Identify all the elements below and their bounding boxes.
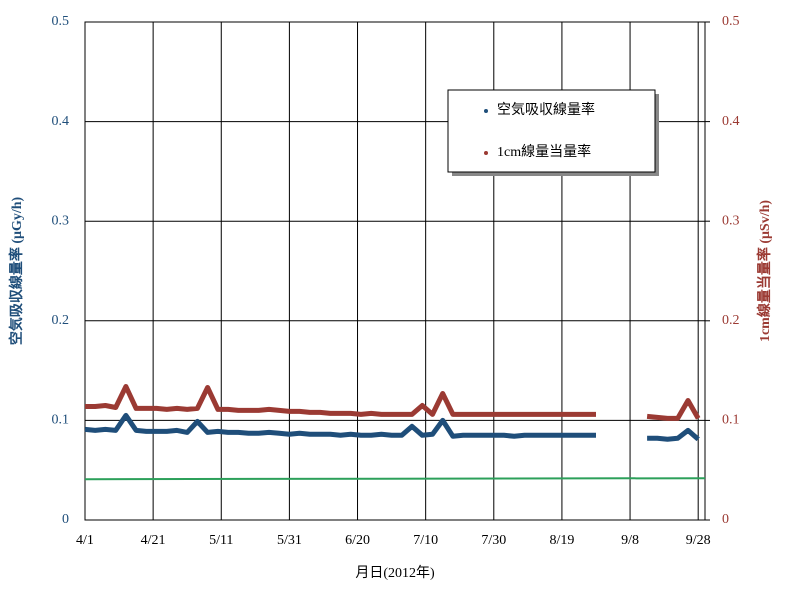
legend-marker bbox=[484, 151, 488, 155]
y2-tick-label: 0.2 bbox=[722, 313, 740, 328]
x-tick-label: 9/8 bbox=[621, 533, 639, 548]
y-tick-label: 0.1 bbox=[52, 413, 70, 428]
y2-tick-label: 0.5 bbox=[722, 14, 740, 29]
y-axis-label: 空気吸収線量率 (μGy/h) bbox=[8, 197, 25, 346]
series-line bbox=[85, 384, 701, 421]
y-tick-label: 0 bbox=[62, 512, 69, 527]
y-tick-label: 0.2 bbox=[52, 313, 70, 328]
y2-tick-label: 0.3 bbox=[722, 213, 740, 228]
x-tick-label: 4/21 bbox=[141, 533, 166, 548]
y-tick-label: 0.4 bbox=[52, 114, 70, 129]
series-line bbox=[84, 477, 706, 481]
x-tick-label: 6/20 bbox=[345, 533, 370, 548]
legend-label: 1cm線量当量率 bbox=[497, 143, 591, 160]
x-tick-label: 9/28 bbox=[686, 533, 711, 548]
plot-frame bbox=[84, 21, 706, 521]
legend: 空気吸収線量率 1cm線量当量率 bbox=[447, 89, 659, 176]
x-tick-label: 8/19 bbox=[549, 533, 574, 548]
legend-marker bbox=[484, 109, 488, 113]
y2-tick-label: 0.1 bbox=[722, 413, 740, 428]
x-tick-label: 5/11 bbox=[209, 533, 233, 548]
y-tick-label: 0.5 bbox=[52, 14, 70, 29]
x-tick-label: 4/1 bbox=[76, 533, 94, 548]
legend-label: 空気吸収線量率 bbox=[497, 101, 595, 118]
y2-axis-label: 1cm線量当量率 (μSv/h) bbox=[756, 200, 773, 342]
x-tick-label: 5/31 bbox=[277, 533, 302, 548]
x-tick-label: 7/30 bbox=[481, 533, 506, 548]
y2-tick-label: 0 bbox=[722, 512, 729, 527]
x-tick-label: 7/10 bbox=[413, 533, 438, 548]
y-tick-label: 0.3 bbox=[52, 213, 70, 228]
x-axis-label: 月日(2012年) bbox=[355, 565, 435, 581]
series-line bbox=[84, 412, 700, 442]
y2-tick-label: 0.4 bbox=[722, 114, 740, 129]
legend-box bbox=[447, 89, 656, 173]
